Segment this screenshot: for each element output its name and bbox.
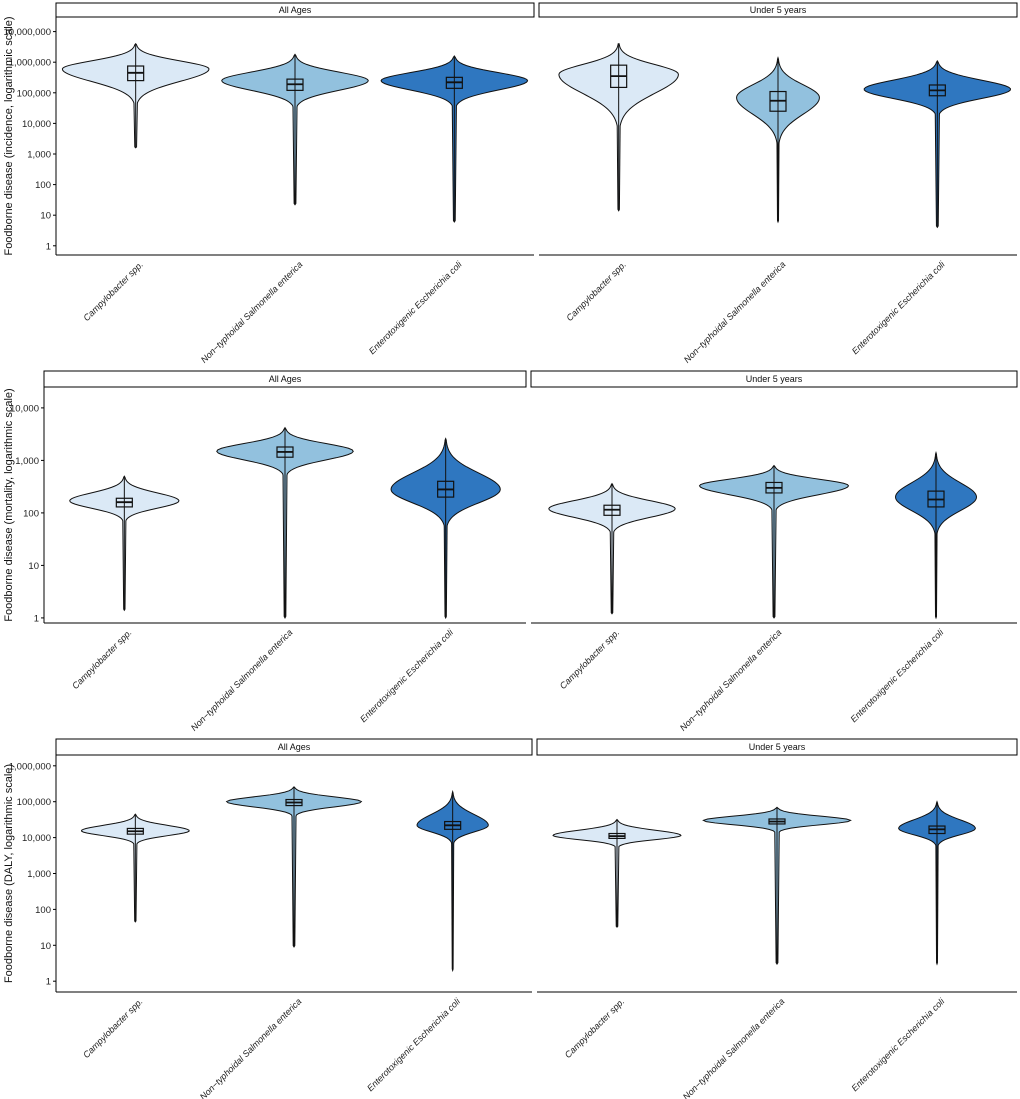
y-tick-label: 1,000 (27, 149, 51, 160)
y-axis-label: Foodborne disease (incidence, logarithmi… (3, 16, 15, 255)
violin-campylobacter-spp: Campylobacter spp. (69, 475, 180, 691)
y-tick-label: 10,000 (10, 403, 39, 414)
violin-non-typhoidal-salmonella-enterica: Non−typhoidal Salmonella enterica (189, 426, 354, 733)
x-tick-label: Non−typhoidal Salmonella enterica (678, 627, 784, 733)
facet-strip-label: Under 5 years (746, 374, 803, 384)
y-tick-label: 1,000 (15, 456, 39, 467)
x-tick-label: Campylobacter spp. (558, 627, 622, 691)
y-tick-label: 1,000 (27, 869, 51, 880)
y-tick-label: 10,000,000 (3, 27, 51, 38)
facet-strip-label: Under 5 years (750, 5, 807, 15)
x-tick-label: Enterotoxigenic Escherichia coli (367, 259, 465, 357)
y-axis-label: Foodborne disease (DALY, logarithmic sca… (3, 764, 15, 983)
y-tick-label: 100,000 (17, 88, 51, 99)
x-tick-label: Non−typhoidal Salmonella enterica (199, 259, 305, 365)
violin-enterotoxigenic-escherichia-coli: Enterotoxigenic Escherichia coli (849, 800, 976, 1094)
violin-enterotoxigenic-escherichia-coli: Enterotoxigenic Escherichia coli (850, 60, 1011, 357)
y-tick-label: 10 (28, 561, 39, 572)
y-tick-label: 1,000,000 (9, 58, 51, 69)
violin-enterotoxigenic-escherichia-coli: Enterotoxigenic Escherichia coli (358, 437, 501, 725)
panel-1-under-5-years: Under 5 years Campylobacter spp. Non−typho… (538, 2, 1018, 365)
facet-strip-label: All Ages (269, 374, 302, 384)
y-tick-label: 1 (46, 241, 51, 252)
violin-campylobacter-spp: Campylobacter spp. (552, 818, 682, 1060)
x-tick-label: Non−typhoidal Salmonella enterica (681, 996, 787, 1099)
violin-campylobacter-spp: Campylobacter spp. (548, 482, 676, 691)
facet-strip (536, 738, 1018, 756)
panel-1-all-ages: All Ages 1 10 100 1,000 10,000 100,000 1,000,00… (3, 2, 535, 365)
violin-enterotoxigenic-escherichia-coli: Enterotoxigenic Escherichia coli (365, 789, 489, 1094)
x-tick-label: Enterotoxigenic Escherichia coli (365, 996, 463, 1094)
y-tick-label: 100 (35, 180, 51, 191)
x-tick-label: Enterotoxigenic Escherichia coli (358, 627, 456, 725)
y-tick-label: 1,000,000 (9, 761, 51, 772)
y-tick-label: 10 (40, 941, 51, 952)
violin-non-typhoidal-salmonella-enterica: Non−typhoidal Salmonella enterica (682, 56, 820, 365)
x-tick-label: Non−typhoidal Salmonella enterica (682, 259, 788, 365)
x-tick-label: Campylobacter spp. (563, 996, 627, 1060)
violin-non-typhoidal-salmonella-enterica: Non−typhoidal Salmonella enterica (198, 786, 363, 1099)
violin-enterotoxigenic-escherichia-coli: Enterotoxigenic Escherichia coli (367, 55, 529, 357)
facet-strip (55, 738, 533, 756)
x-tick-label: Non−typhoidal Salmonella enterica (198, 996, 304, 1099)
y-tick-label: 10,000 (22, 119, 51, 130)
facet-strip (55, 2, 535, 18)
x-tick-label: Campylobacter spp. (81, 996, 145, 1060)
facet-strip-label: All Ages (278, 742, 311, 752)
x-tick-label: Enterotoxigenic Escherichia coli (849, 996, 947, 1094)
y-tick-label: 1 (46, 977, 51, 988)
violin-campylobacter-spp: Campylobacter spp. (81, 813, 190, 1060)
y-axis-label: Foodborne disease (mortality, logarithmi… (3, 388, 15, 621)
violin-campylobacter-spp: Campylobacter spp. (61, 43, 210, 323)
x-tick-label: Enterotoxigenic Escherichia coli (848, 627, 946, 725)
y-tick-label: 10 (40, 211, 51, 222)
facet-strip (538, 2, 1018, 18)
x-tick-label: Campylobacter spp. (81, 259, 145, 323)
y-tick-label: 100,000 (17, 797, 51, 808)
y-tick-label: 100 (23, 508, 39, 519)
panel-3-under-5-years: Under 5 years Campylobacter spp. Non−typho… (536, 738, 1018, 1099)
x-tick-label: Enterotoxigenic Escherichia coli (850, 259, 948, 357)
x-tick-label: Campylobacter spp. (564, 259, 628, 323)
facet-strip (530, 370, 1018, 388)
facet-strip (43, 370, 527, 388)
violin-non-typhoidal-salmonella-enterica: Non−typhoidal Salmonella enterica (681, 806, 852, 1099)
x-tick-label: Campylobacter spp. (70, 627, 134, 691)
violin-enterotoxigenic-escherichia-coli: Enterotoxigenic Escherichia coli (848, 451, 977, 725)
panel-2-under-5-years: Under 5 years Campylobacter spp. Non−typho… (530, 370, 1018, 733)
x-tick-label: Non−typhoidal Salmonella enterica (189, 627, 295, 733)
facet-strip-label: All Ages (279, 5, 312, 15)
facet-strip-label: Under 5 years (749, 742, 806, 752)
y-tick-label: 10,000 (22, 833, 51, 844)
violin-non-typhoidal-salmonella-enterica: Non−typhoidal Salmonella enterica (199, 53, 369, 365)
y-tick-label: 1 (34, 613, 39, 624)
violin-campylobacter-spp: Campylobacter spp. (558, 43, 679, 323)
violin-non-typhoidal-salmonella-enterica: Non−typhoidal Salmonella enterica (678, 464, 850, 733)
panel-3-all-ages: All Ages 1 10 100 1,000 10,000 100,000 1,000,00… (3, 738, 533, 1099)
y-tick-label: 100 (35, 905, 51, 916)
